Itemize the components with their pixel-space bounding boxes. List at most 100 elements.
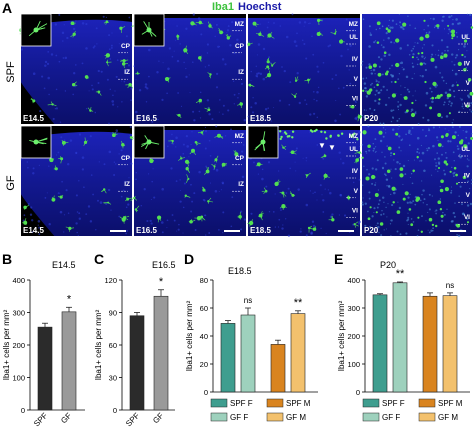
microglia-cell <box>364 117 368 120</box>
nucleus <box>456 233 458 236</box>
nucleus <box>335 74 337 77</box>
microglia-cell <box>419 36 424 41</box>
microglia-cell <box>445 132 449 137</box>
nucleus <box>375 168 378 171</box>
nucleus <box>469 13 472 16</box>
legend-label: SPF M <box>286 399 311 408</box>
microglia-cell <box>362 130 367 135</box>
nucleus <box>110 44 113 47</box>
nucleus <box>305 160 307 162</box>
nucleus <box>441 153 443 156</box>
nucleus <box>388 184 391 188</box>
nucleus <box>352 181 355 184</box>
age-label: E18.5 <box>250 114 271 123</box>
nucleus <box>422 202 424 204</box>
microglia-cell <box>291 130 295 133</box>
microglia-cell <box>443 160 447 164</box>
microglia-cell <box>369 88 373 92</box>
nucleus <box>385 206 387 209</box>
nucleus <box>391 64 394 67</box>
nucleus <box>440 116 443 119</box>
nucleus <box>135 79 137 81</box>
nucleus <box>382 122 385 125</box>
microglia-cell <box>325 137 328 140</box>
nucleus <box>452 126 454 128</box>
nucleus <box>363 165 365 167</box>
nucleus <box>362 77 365 80</box>
nucleus <box>421 215 423 218</box>
nucleus <box>380 44 383 46</box>
nucleus <box>416 136 420 140</box>
microglia-cell <box>404 191 409 196</box>
nucleus <box>382 25 384 28</box>
microglia-cell <box>274 179 281 187</box>
microglia-cell <box>448 112 451 115</box>
nucleus <box>409 24 411 26</box>
microglia-cell <box>248 83 255 88</box>
microglia-cell <box>247 219 254 227</box>
nucleus <box>63 231 65 233</box>
inset-process <box>35 141 44 145</box>
nucleus <box>456 36 459 38</box>
nucleus <box>461 103 464 105</box>
microglia-cell <box>379 222 384 226</box>
nucleus <box>233 51 236 55</box>
nucleus <box>368 63 371 66</box>
microglia-cell <box>354 151 364 154</box>
microglia-cell <box>429 106 433 110</box>
y-tick-label: 100 <box>347 360 360 369</box>
microglia-cell <box>23 204 30 210</box>
nucleus <box>295 44 298 48</box>
nucleus <box>267 21 270 24</box>
microglia-cell <box>356 138 359 141</box>
nucleus <box>431 53 434 56</box>
nucleus <box>221 58 225 61</box>
microglia-cell <box>440 135 444 139</box>
region-label-iz: IZ <box>124 181 130 188</box>
microglia-cell <box>289 191 296 197</box>
nucleus <box>309 113 312 116</box>
micrograph-gf-e145: CP IZ E14.5 <box>20 125 136 237</box>
nucleus <box>308 131 311 133</box>
nucleus <box>320 227 322 230</box>
nucleus <box>423 169 426 172</box>
nucleus <box>466 13 469 15</box>
nucleus <box>327 45 330 48</box>
nucleus <box>305 57 308 60</box>
nucleus <box>161 221 164 224</box>
nucleus <box>396 119 399 122</box>
nucleus <box>402 28 405 31</box>
microglia-cell <box>461 53 464 57</box>
nucleus <box>335 99 337 102</box>
microglia-cell <box>410 112 416 118</box>
nucleus <box>338 151 341 154</box>
nucleus <box>436 26 440 30</box>
nucleus <box>390 151 393 155</box>
nucleus <box>427 24 430 27</box>
inset-process <box>262 131 266 143</box>
nucleus <box>455 54 459 57</box>
inset-process <box>35 20 41 31</box>
microglia-cell <box>134 71 140 75</box>
nucleus <box>208 232 211 234</box>
microglia-cell <box>406 109 409 113</box>
nucleus <box>273 37 275 40</box>
y-tick-label: 80 <box>200 276 208 285</box>
legend-label: GF M <box>438 413 458 422</box>
microglia-cell <box>440 214 444 218</box>
microglia-cell <box>281 144 287 150</box>
nucleus <box>469 188 471 190</box>
nucleus <box>280 209 282 211</box>
nucleus <box>450 220 453 223</box>
age-label: E16.5 <box>136 114 157 123</box>
nucleus <box>62 57 65 59</box>
nucleus <box>343 214 347 217</box>
nucleus <box>410 218 413 220</box>
microglia-cell <box>286 135 289 138</box>
nucleus <box>278 218 281 221</box>
nucleus <box>460 228 462 231</box>
y-tick-label: 30 <box>109 374 117 383</box>
nucleus <box>378 81 380 83</box>
nucleus <box>387 203 389 205</box>
